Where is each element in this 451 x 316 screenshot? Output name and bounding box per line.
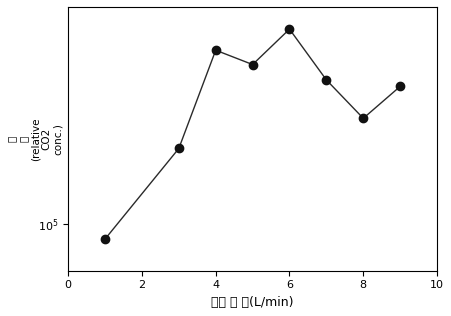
Y-axis label: 농
도
(relative
CO2
conc.): 농 도 (relative CO2 conc.) (7, 117, 63, 161)
X-axis label: 기체 유 속(L/min): 기체 유 속(L/min) (212, 296, 294, 309)
